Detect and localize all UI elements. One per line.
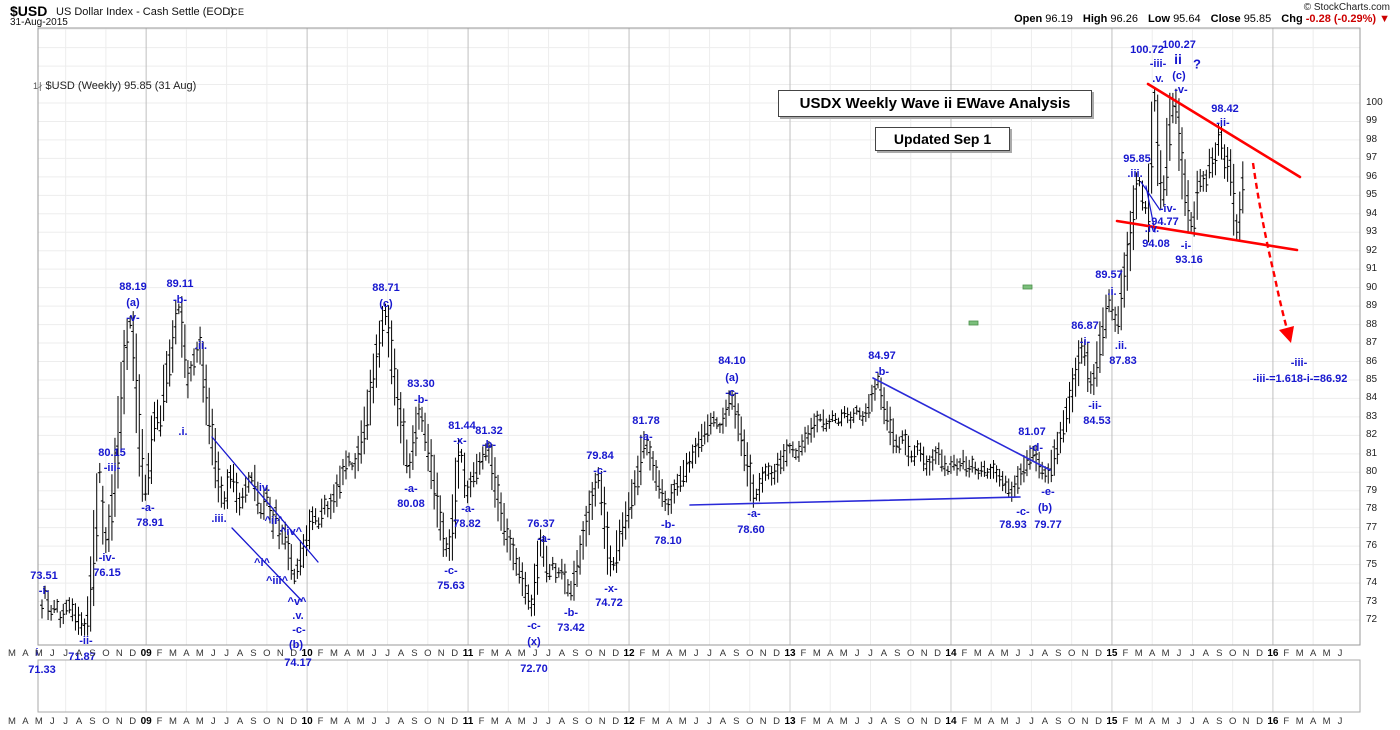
chg-value: -0.28 (-0.29%) [1305,13,1377,25]
quote-bar: Open 96.19 High 96.26 Low 95.64 Close 95… [1014,13,1390,25]
chart-date: 31-Aug-2015 [10,17,68,28]
open-label: Open [1014,13,1043,25]
high-label: High [1082,13,1108,25]
copyright: © StockCharts.com [1303,2,1390,13]
chg-down-arrow-icon: ▼ [1379,13,1390,25]
close-value: 95.85 [1243,13,1272,25]
low-value: 95.64 [1173,13,1201,25]
legend-collapse-icon[interactable]: 1∤ [33,81,43,91]
analysis-title-box: USDX Weekly Wave ii EWave Analysis [778,90,1092,117]
symbol: $USD [10,3,48,19]
chart-title-text: US Dollar Index - Cash Settle (EOD) [56,6,234,18]
updated-box: Updated Sep 1 [875,127,1010,151]
series-legend: 1∤ $USD (Weekly) 95.85 (31 Aug) [33,80,196,92]
high-value: 96.26 [1110,13,1138,25]
exchange-label: ICE [228,7,245,17]
chg-label: Chg [1281,13,1303,25]
low-label: Low [1148,13,1170,25]
legend-text: $USD (Weekly) 95.85 (31 Aug) [45,80,197,92]
close-label: Close [1210,13,1241,25]
open-value: 96.19 [1045,13,1073,25]
